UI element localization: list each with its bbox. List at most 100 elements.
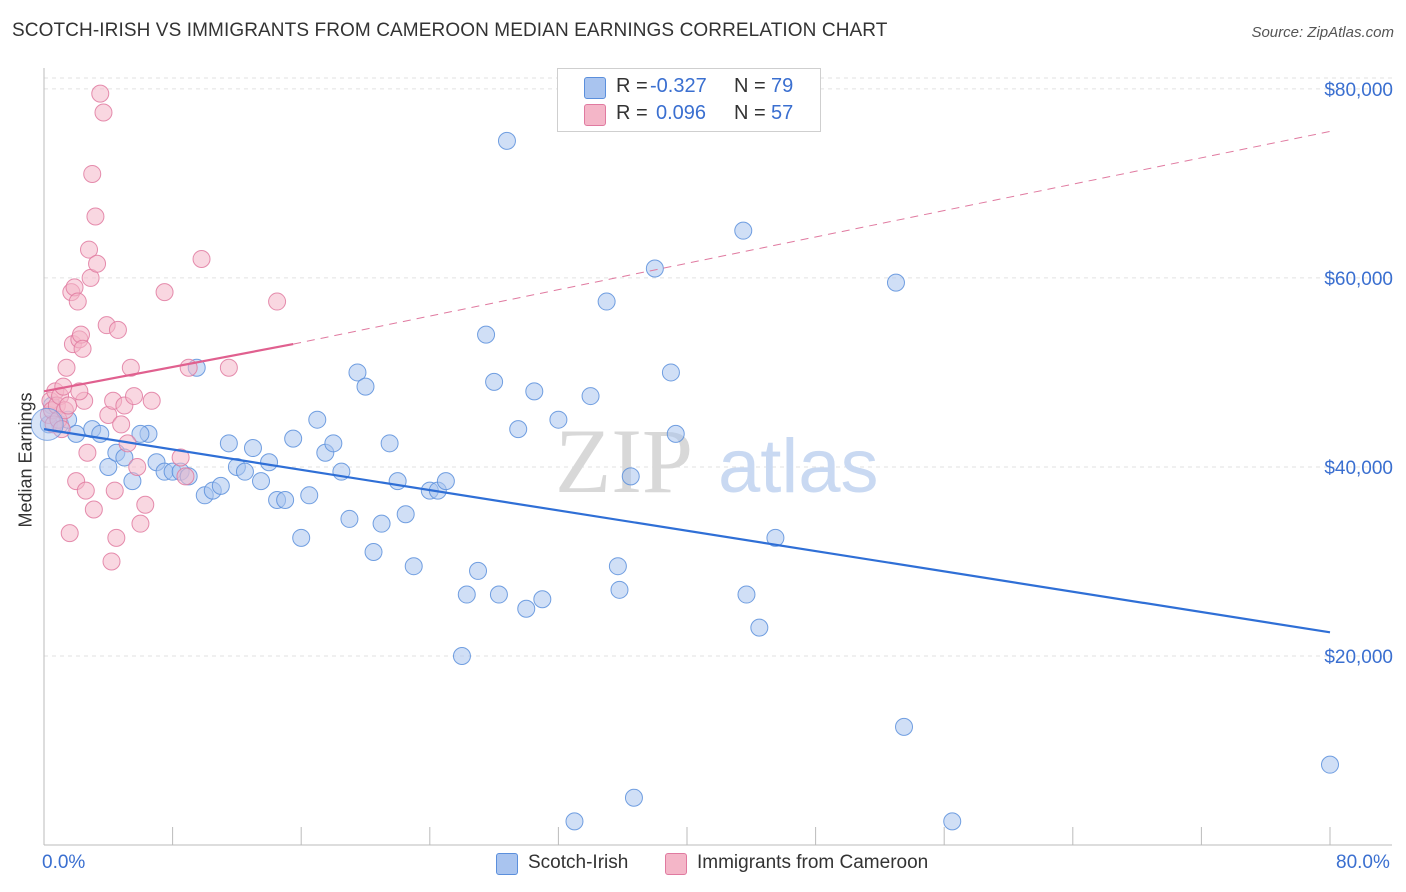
data-point (452, 646, 471, 665)
data-point (94, 103, 113, 122)
data-point (380, 434, 399, 453)
bottom-legend-label: Immigrants from Cameroon (697, 852, 929, 873)
data-point (176, 467, 195, 486)
data-point (88, 254, 107, 273)
chart-title: SCOTCH-IRISH VS IMMIGRANTS FROM CAMEROON… (12, 20, 888, 41)
data-point (136, 495, 155, 514)
data-point (624, 788, 643, 807)
data-point (107, 528, 126, 547)
data-point (750, 618, 769, 637)
data-point (252, 472, 271, 491)
data-point (128, 457, 147, 476)
trend-lines (43, 130, 1331, 634)
data-point (943, 812, 962, 831)
data-point (105, 481, 124, 500)
data-point (142, 391, 161, 410)
data-point (372, 514, 391, 533)
legend-n-label: N = (734, 75, 766, 97)
bottom-legend-swatch-cameroon (665, 853, 687, 875)
bottom-legend-label: Scotch-Irish (528, 852, 629, 873)
legend-r-value: -0.327 (650, 75, 707, 97)
data-point (121, 358, 140, 377)
data-point (766, 528, 785, 547)
data-point (364, 543, 383, 562)
data-point (78, 443, 97, 462)
data-point (621, 467, 640, 486)
data-point (1321, 755, 1339, 774)
data-point (457, 585, 476, 604)
legend-r-label: R = (616, 75, 648, 97)
data-point (734, 221, 753, 240)
legend-row-scotch-irish: R = -0.327 N = 79 (558, 75, 820, 101)
source-credit: Source: ZipAtlas.com (1251, 24, 1394, 41)
data-point (565, 812, 584, 831)
data-point (469, 561, 488, 580)
data-point (597, 292, 616, 311)
legend-n-label: N = (734, 102, 766, 124)
data-point (549, 410, 568, 429)
data-point (356, 377, 375, 396)
data-point (70, 382, 89, 401)
data-point (99, 457, 118, 476)
data-point (737, 585, 756, 604)
y-tick-label: $80,000 (1324, 80, 1393, 101)
data-point (211, 476, 230, 495)
data-point (73, 339, 92, 358)
y-tick-labels: $20,000 $40,000 $60,000 $80,000 (1324, 80, 1393, 668)
series-cameroon (39, 84, 287, 571)
data-point (243, 439, 262, 458)
data-point (57, 358, 76, 377)
trend-line-cameroon (43, 343, 294, 393)
trend-line-scotch-irish (43, 428, 1331, 634)
legend-row-cameroon: R = 0.096 N = 57 (558, 102, 820, 128)
data-point (219, 358, 238, 377)
data-point (91, 84, 110, 103)
data-point (60, 524, 79, 543)
data-point (59, 396, 78, 415)
data-point (308, 410, 327, 429)
data-point (276, 491, 295, 510)
data-point (112, 415, 131, 434)
data-point (610, 580, 629, 599)
data-point (404, 557, 423, 576)
data-point (131, 424, 150, 443)
correlation-legend: R = -0.327 N = 79 R = 0.096 N = 57 (557, 68, 821, 132)
legend-r-value: 0.096 (656, 102, 707, 124)
legend-r-label: R = (616, 102, 648, 124)
legend-n-value: 79 (771, 75, 794, 97)
data-point (86, 207, 105, 226)
data-point (219, 434, 238, 453)
data-point (125, 387, 144, 406)
y-tick-label: $40,000 (1324, 458, 1393, 479)
watermark: ZIP atlas (555, 410, 879, 512)
trend-line-cameroon-extended (293, 130, 1331, 345)
data-point (131, 514, 150, 533)
watermark-zip: ZIP (555, 410, 693, 512)
data-point (608, 557, 627, 576)
data-point (235, 462, 254, 481)
y-tick-label: $20,000 (1324, 647, 1393, 668)
data-points (30, 84, 1339, 831)
x-tick-label-min: 0.0% (42, 852, 86, 873)
data-point (533, 590, 552, 609)
legend-swatch-cameroon (584, 104, 606, 126)
data-point (102, 552, 121, 571)
data-point (666, 424, 685, 443)
data-point (340, 509, 359, 528)
data-point-cluster (30, 407, 64, 441)
data-point (80, 240, 99, 259)
data-point (645, 259, 664, 278)
data-point (477, 325, 496, 344)
x-tick-label-max: 80.0% (1336, 852, 1390, 873)
data-point (192, 250, 211, 269)
data-point (324, 434, 343, 453)
data-point (886, 273, 905, 292)
data-point (284, 429, 303, 448)
data-point (108, 320, 127, 339)
data-point (68, 292, 87, 311)
legend-n-value: 57 (771, 102, 794, 124)
data-point (268, 292, 287, 311)
data-point (171, 448, 190, 467)
data-point (525, 382, 544, 401)
